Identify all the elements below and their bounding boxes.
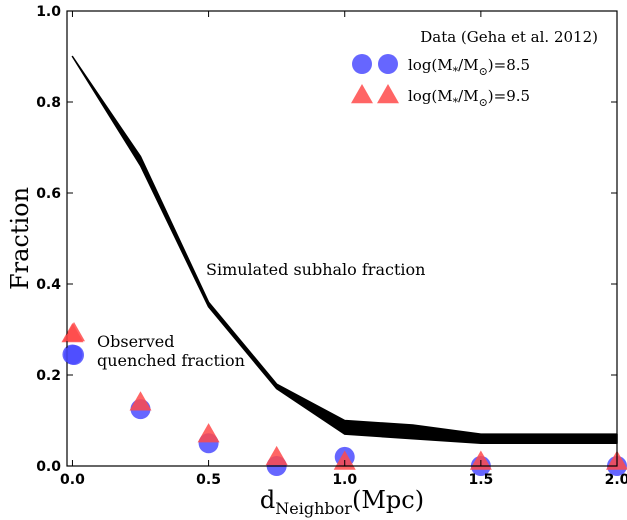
plot-frame	[66, 10, 618, 467]
y-axis-label: Fraction	[6, 187, 34, 290]
legend-label-part: )=9.5	[488, 87, 530, 105]
y-tick-label: 0.4	[36, 277, 61, 293]
annotation-circle-marker	[64, 345, 84, 365]
legend-marker-triangle-b	[377, 84, 399, 104]
x-tick-label: 0.0	[60, 472, 85, 488]
triangle-point-3	[265, 445, 288, 466]
legend-label-part: *	[453, 65, 459, 78]
x-tick-label: 0.5	[196, 472, 221, 488]
x-tick-label: 2.0	[605, 472, 627, 488]
legend-label-part: log(M	[408, 87, 453, 105]
legend-label-part: )=8.5	[488, 56, 530, 74]
annotation-1: Observed	[97, 332, 174, 351]
legend-marker-circle-a	[352, 54, 372, 74]
y-tick-label: 0.2	[36, 368, 61, 384]
legend-label-part: log(M	[408, 56, 453, 74]
simulated-subhalo-band	[71, 55, 618, 444]
legend-marker-circle-b	[378, 54, 398, 74]
annotation-2: quenched fraction	[97, 351, 245, 370]
x-tick-label: 1.5	[468, 472, 493, 488]
y-tick-label: 0.8	[36, 95, 61, 111]
y-tick-label: 0.0	[36, 459, 61, 475]
legend-label-part: *	[453, 96, 459, 109]
legend-label-part: /M	[458, 56, 478, 74]
legend-label-part: /M	[458, 87, 478, 105]
legend-label-1: log(M*/M⊙)=9.5	[408, 87, 530, 109]
triangle-point-1	[129, 391, 152, 411]
legend-marker-triangle-a	[351, 84, 373, 104]
x-axis-label-unit: (Mpc)	[352, 486, 424, 514]
legend-label-part: ⊙	[479, 96, 488, 109]
x-axis-label: dNeighbor(Mpc)	[260, 486, 424, 518]
legend-label-part: ⊙	[479, 65, 488, 78]
x-tick-label: 1.0	[332, 472, 357, 488]
annotation-0: Simulated subhalo fraction	[206, 260, 425, 279]
y-tick-label: 1.0	[36, 4, 61, 20]
legend: Data (Geha et al. 2012) log(M*/M⊙)=8.5lo…	[351, 28, 598, 109]
y-tick-label: 0.6	[36, 186, 61, 202]
simulated-band-layer	[71, 55, 618, 444]
x-axis-label-subscript: Neighbor	[275, 499, 352, 518]
tick-layer: 0.0 0.5 1.0 1.5 2.0 0.0 0.2 0.4 0.6 0.8 1.0	[36, 4, 627, 488]
annotation-triangle-marker	[63, 322, 85, 342]
legend-title: Data (Geha et al. 2012)	[420, 28, 598, 46]
legend-label-0: log(M*/M⊙)=8.5	[408, 56, 530, 78]
annotation-layer: Simulated subhalo fraction Observedquench…	[63, 260, 425, 370]
triangle-point-2	[197, 423, 220, 443]
x-axis-label-main: d	[260, 486, 275, 514]
